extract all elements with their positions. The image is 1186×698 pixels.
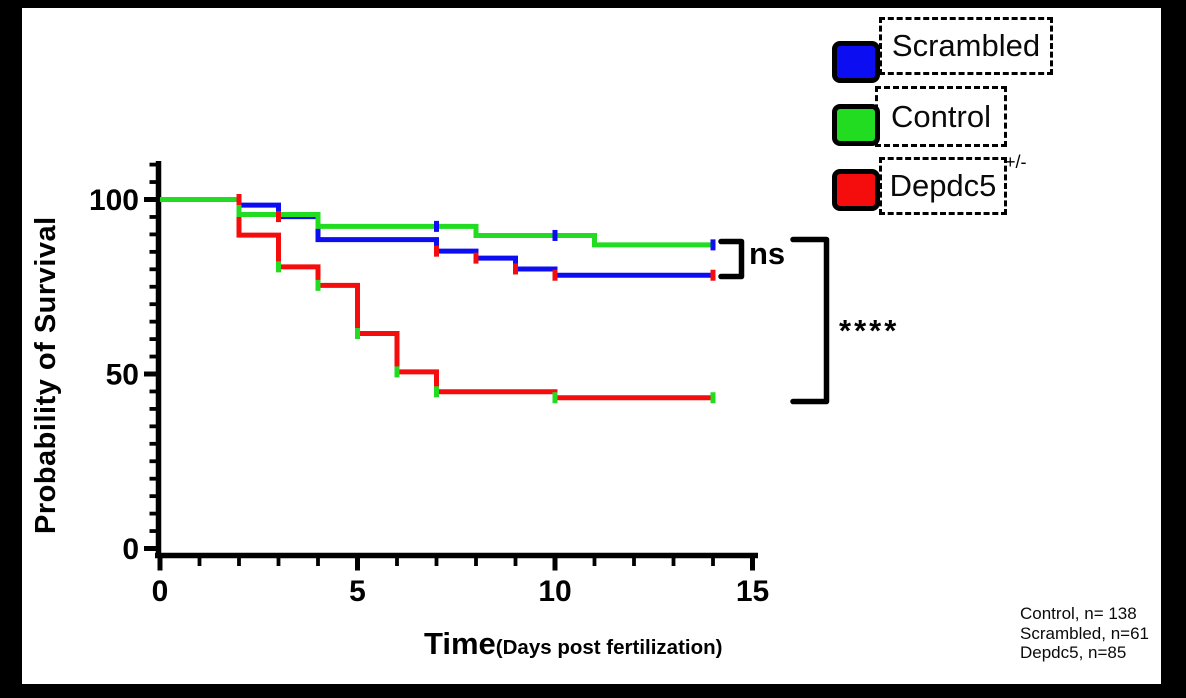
plot-background [22,8,1161,684]
x-axis-label-unit: (Days post fertilization) [495,636,723,659]
legend-item-control: Control [875,86,1007,147]
censor-tick-green-icon [552,392,558,404]
legend-swatch-control-icon [832,104,880,146]
x-tick-label: 10 [538,575,571,608]
censor-tick-green-icon [315,279,321,291]
censor-tick-red-icon [513,263,518,275]
censor-tick-blue-icon [552,229,558,241]
x-tick-label: 15 [736,575,769,608]
significance-stars: **** [839,313,900,348]
censor-tick-green-icon [394,366,400,378]
y-tick-label: 0 [122,533,139,566]
legend-label-control: Control [891,98,991,134]
legend-label-depdc5: Depdc5 [889,168,997,203]
sample-size-note: Control, n= 138 Scrambled, n=61 Depdc5, … [1020,604,1149,663]
censor-tick-red-icon [434,245,439,257]
ns-label: ns [749,236,786,271]
censor-tick-green-icon [434,386,439,398]
x-tick-label: 5 [349,575,366,608]
x-axis-label: Time(Days post fertilization) [424,626,722,662]
censor-tick-red-icon [552,269,558,281]
y-tick-label: 100 [89,184,139,217]
survival-curve-scrambled [160,197,713,278]
legend-item-scrambled: Scrambled [879,17,1053,75]
censor-tick-blue-icon [710,239,716,251]
ns-bracket [718,238,745,280]
sample-size-scrambled: Scrambled, n=61 [1020,623,1149,643]
legend-swatch-depdc5-icon [832,169,880,211]
censor-tick-red-icon [236,194,242,205]
censor-tick-red-icon [473,252,479,264]
censor-tick-green-icon [710,392,716,404]
significance-bracket [790,236,830,405]
sample-size-control: Control, n= 138 [1020,604,1137,623]
censor-tick-green-icon [276,261,281,273]
x-axis-label-time: Time [424,626,496,661]
legend-label-scrambled: Scrambled [891,28,1041,63]
legend-item-depdc5: Depdc5 [879,157,1007,215]
x-tick-label: 0 [152,575,169,608]
y-axis-label: Probability of Survival [30,216,62,534]
legend-swatch-scrambled-icon [832,41,880,83]
y-tick-label: 50 [106,359,139,392]
censor-tick-green-icon [355,328,360,340]
sample-size-depdc5: Depdc5, n=85 [1020,643,1127,662]
censor-tick-red-icon [710,269,716,281]
censor-tick-blue-icon [434,220,439,232]
survival-curve-depdc5 [160,197,713,401]
legend-superscript: +/- [1005,152,1027,172]
censor-tick-red-icon [276,211,281,223]
survival-curve-control [160,197,713,248]
